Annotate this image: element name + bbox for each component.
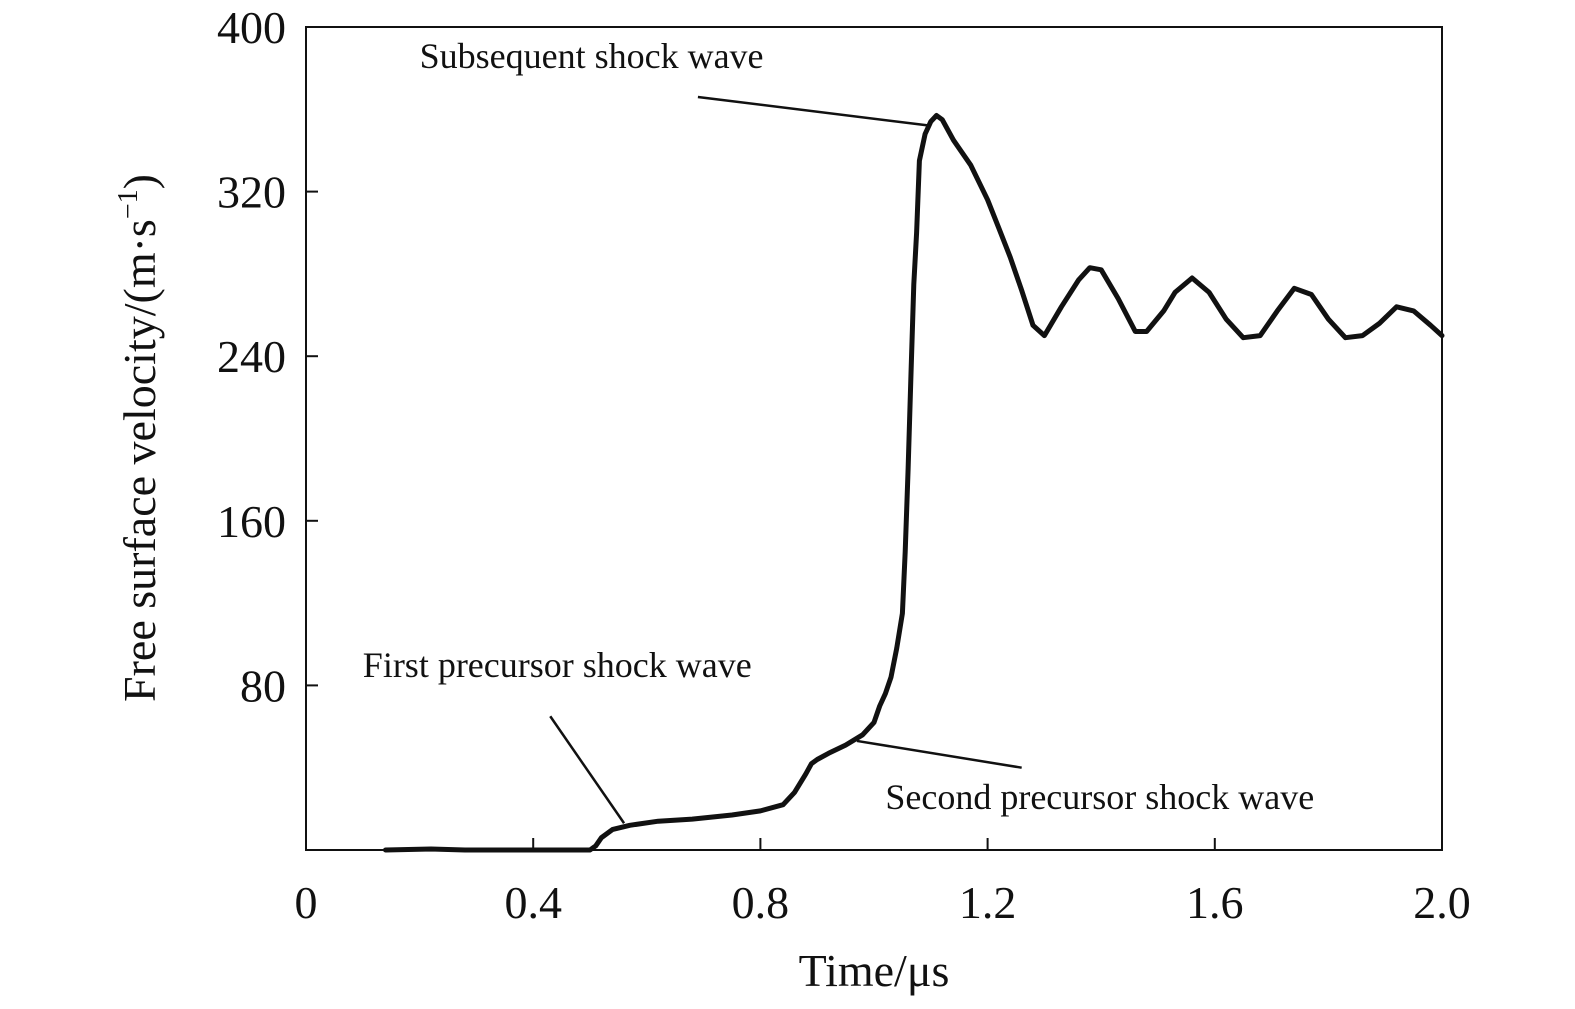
x-tick-label: 0.8 <box>732 877 790 928</box>
y-axis-title-end: ) <box>114 174 165 189</box>
tick-marks <box>306 190 1216 850</box>
y-tick-label: 160 <box>217 496 286 547</box>
y-tick-label: 240 <box>217 331 286 382</box>
tick-labels: 0 0.4 0.8 1.2 1.6 2.0 80 160 240 320 400 <box>217 2 1471 928</box>
x-tick-label: 2.0 <box>1413 877 1471 928</box>
x-axis-title: Time/μs <box>799 945 950 996</box>
y-tick-label: 80 <box>240 660 286 711</box>
y-tick-label: 400 <box>217 2 286 53</box>
plot-frame <box>305 26 1443 851</box>
annotation-leader-line <box>697 95 931 128</box>
velocity-series-line <box>383 113 1445 853</box>
y-axis-title-main: Free surface velocity/(m·s <box>114 219 165 702</box>
annotation-leader-line <box>856 739 1022 769</box>
x-tick-label: 0.4 <box>504 877 562 928</box>
annotation-label: Second precursor shock wave <box>885 777 1314 817</box>
annotations: Subsequent shock wave First precursor sho… <box>363 36 1314 824</box>
y-axis-title: Free surface velocity/(m·s−1) <box>113 174 165 702</box>
annotation-label: First precursor shock wave <box>363 645 752 685</box>
y-axis-title-sup: −1 <box>113 189 144 219</box>
annotation-leader-line <box>549 715 626 824</box>
x-tick-label: 1.2 <box>959 877 1017 928</box>
x-tick-label: 0 <box>295 877 318 928</box>
annotation-label: Subsequent shock wave <box>420 36 764 76</box>
y-tick-label: 320 <box>217 167 286 218</box>
x-tick-label: 1.6 <box>1186 877 1244 928</box>
